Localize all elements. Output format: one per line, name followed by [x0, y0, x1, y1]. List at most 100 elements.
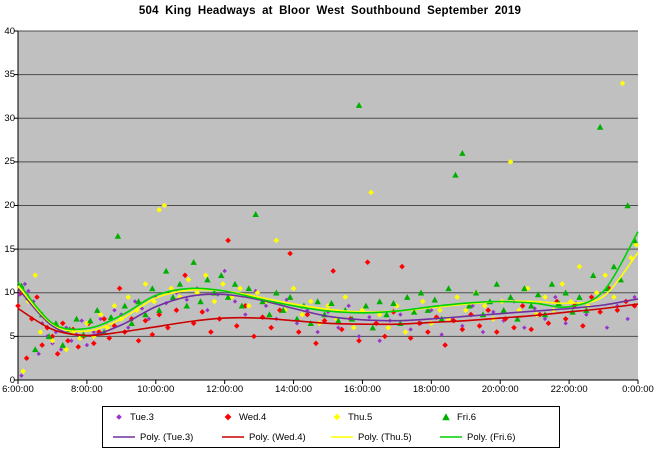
- data-point: [390, 300, 397, 306]
- data-point: [194, 289, 200, 296]
- data-point: [480, 329, 486, 335]
- data-point: [442, 342, 448, 348]
- data-point: [32, 346, 39, 353]
- data-point: [563, 321, 568, 326]
- data-point: [364, 259, 371, 266]
- legend: Tue.3 Wed.4 Thu.5 Fri.6 Poly. (Tue.3) Poly. (…: [102, 406, 560, 448]
- legend-label: Poly. (Fri.6): [467, 431, 516, 443]
- series-Wed.4: [15, 237, 638, 361]
- data-point: [485, 307, 491, 313]
- legend-item-line: Poly. (Thu.5): [331, 432, 440, 443]
- data-point: [408, 327, 413, 332]
- data-point: [32, 272, 39, 279]
- data-point: [402, 329, 409, 335]
- legend-label: Fri.6: [457, 411, 476, 423]
- data-point: [611, 294, 617, 300]
- data-point: [220, 281, 226, 287]
- data-point: [617, 276, 624, 283]
- y-tick-label: 30: [4, 112, 15, 124]
- data-point: [404, 293, 411, 300]
- data-point: [238, 302, 246, 309]
- data-point: [330, 268, 336, 274]
- data-point: [252, 211, 259, 217]
- data-point: [500, 307, 507, 313]
- data-point: [26, 288, 31, 294]
- data-point: [367, 314, 372, 320]
- data-point: [304, 311, 311, 318]
- legend-label: Poly. (Wed.4): [249, 431, 306, 443]
- data-point: [231, 280, 239, 287]
- data-point: [243, 312, 248, 317]
- data-point: [75, 344, 82, 350]
- data-point: [585, 303, 591, 309]
- data-point: [507, 159, 514, 165]
- data-point: [590, 272, 597, 279]
- legend-item-marker: Tue.3: [113, 412, 222, 423]
- data-point: [126, 325, 131, 330]
- legend-item-marker: Fri.6: [440, 412, 549, 423]
- data-point: [470, 303, 475, 309]
- data-point: [528, 326, 535, 333]
- data-point: [208, 329, 214, 335]
- y-tick-label: 10: [4, 287, 15, 299]
- data-point: [452, 171, 459, 178]
- data-point: [116, 285, 123, 292]
- data-point: [128, 320, 135, 327]
- data-point: [53, 329, 59, 335]
- data-point: [439, 332, 444, 337]
- data-point: [559, 281, 566, 287]
- data-point: [514, 315, 521, 322]
- data-point: [519, 303, 526, 309]
- y-tick-label: 0: [9, 374, 15, 386]
- diamond-marker-icon: [116, 414, 122, 420]
- y-tick-label: 35: [4, 69, 15, 81]
- data-point: [459, 149, 466, 156]
- data-point: [425, 329, 431, 335]
- legend-item-marker: Wed.4: [222, 412, 331, 423]
- data-point: [377, 338, 382, 343]
- x-tick-label: 14:00:00: [275, 384, 313, 395]
- data-point: [59, 320, 66, 327]
- data-point: [173, 307, 180, 313]
- data-point: [218, 272, 225, 279]
- data-point: [121, 302, 128, 309]
- data-point: [273, 237, 280, 244]
- line-sample-icon: [331, 436, 353, 438]
- data-point: [54, 351, 61, 357]
- data-point: [280, 307, 287, 313]
- data-point: [266, 311, 273, 318]
- data-point: [169, 293, 177, 300]
- data-point: [580, 323, 586, 329]
- data-point: [65, 337, 71, 344]
- data-point: [222, 268, 227, 274]
- data-point: [45, 333, 53, 340]
- legend-item-marker: Thu.5: [331, 412, 440, 423]
- data-point: [624, 202, 631, 209]
- line-sample-icon: [440, 436, 462, 438]
- data-point: [112, 308, 117, 313]
- data-point: [307, 320, 314, 327]
- trendline-Poly. (Thu.5): [17, 252, 639, 333]
- data-point: [149, 331, 156, 338]
- data-point: [228, 294, 235, 300]
- data-point: [162, 267, 170, 274]
- diamond-marker-icon: [224, 413, 232, 421]
- data-point: [58, 347, 64, 352]
- data-point: [419, 298, 426, 305]
- data-point: [554, 298, 560, 305]
- data-point: [63, 346, 70, 353]
- data-point: [286, 293, 294, 300]
- data-point: [614, 307, 621, 313]
- data-point: [625, 316, 630, 322]
- data-point: [94, 307, 101, 313]
- data-point: [460, 323, 465, 329]
- data-point: [382, 333, 388, 340]
- data-point: [142, 281, 149, 287]
- data-point: [268, 324, 274, 331]
- data-point: [107, 313, 115, 320]
- data-point: [351, 324, 357, 331]
- data-point: [111, 303, 118, 309]
- data-point: [433, 314, 440, 320]
- data-point: [211, 298, 218, 305]
- data-point: [398, 312, 403, 317]
